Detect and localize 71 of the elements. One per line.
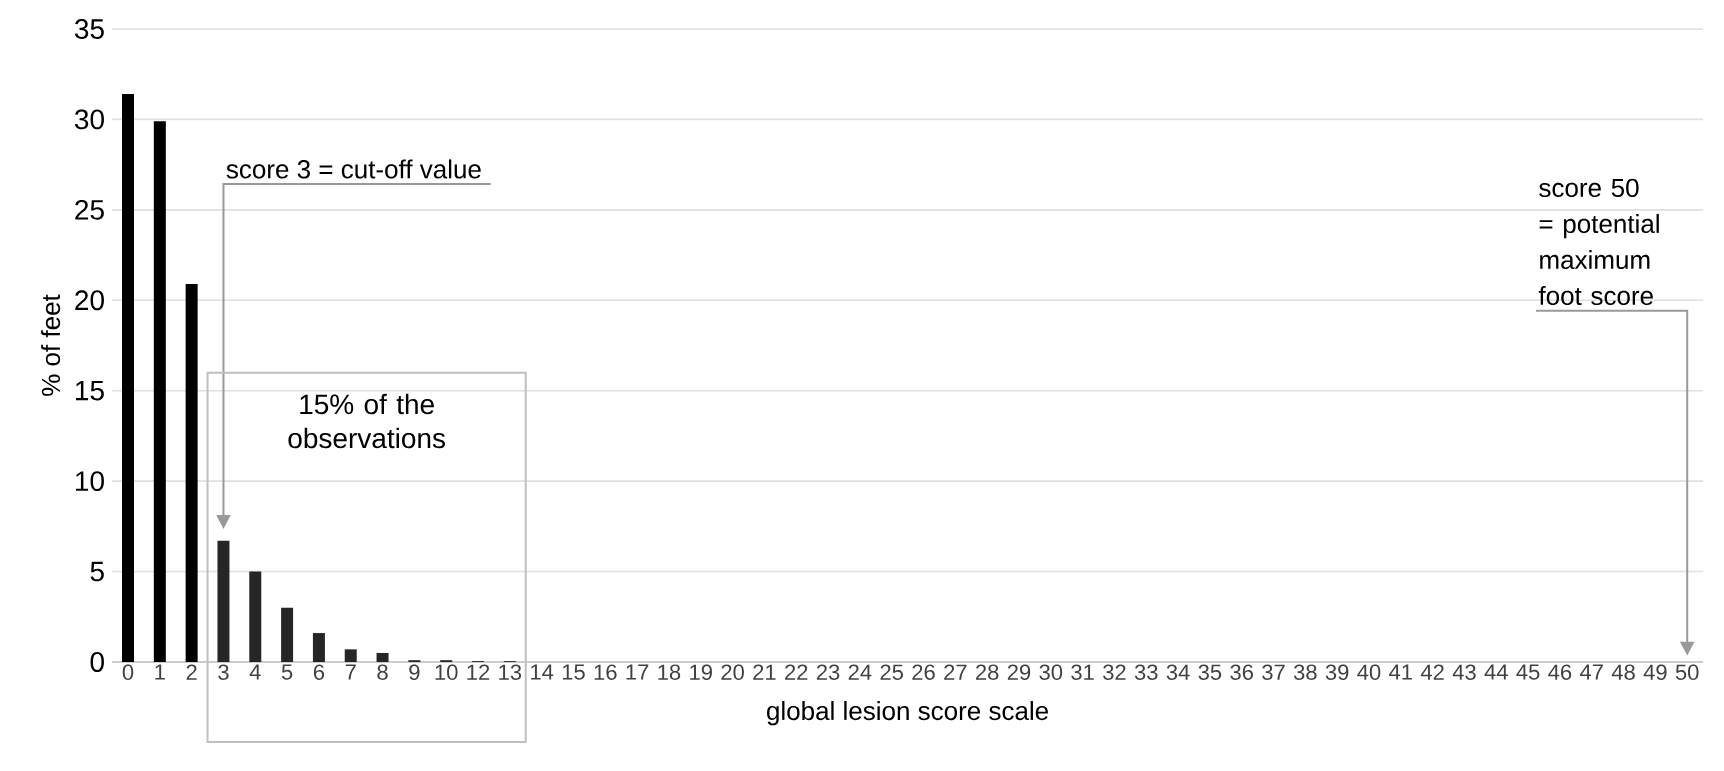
bar (344, 649, 357, 662)
x-tick-label: 44 (1484, 664, 1508, 680)
bar (376, 652, 389, 662)
bar (312, 633, 325, 662)
x-tick-label: 3 (218, 664, 229, 680)
x-tick-label: 22 (785, 664, 808, 680)
x-tick-label: 23 (816, 664, 840, 680)
bar (153, 121, 166, 662)
annotation: score 50 = potential maximum foot score (1538, 178, 1659, 306)
annotation: score 3 = cut-off value (226, 159, 481, 179)
bar (249, 571, 262, 662)
x-tick-label: 26 (912, 664, 935, 680)
x-tick-label: 6 (313, 664, 325, 680)
x-tick-label: 33 (1134, 664, 1158, 680)
x-tick-label: 39 (1325, 664, 1349, 680)
x-tick-label: 24 (848, 664, 872, 680)
x-tick-label: 35 (1198, 664, 1222, 680)
x-tick-label: 8 (377, 664, 388, 680)
bar (122, 94, 134, 662)
x-tick-label: 9 (409, 664, 420, 680)
x-tick-label: 38 (1293, 664, 1317, 680)
x-tick-label: 25 (880, 664, 903, 680)
x-tick-label: 48 (1611, 664, 1635, 680)
x-tick-label: 0 (122, 664, 134, 680)
bar (281, 607, 294, 662)
y-tick-label: 10 (76, 471, 104, 492)
annotation: 15% of the observations (288, 393, 445, 449)
x-tick-label: 50 (1675, 664, 1699, 680)
x-tick-label: 20 (721, 664, 744, 680)
x-tick-label: 34 (1166, 664, 1190, 680)
x-tick-label: 19 (690, 664, 712, 680)
x-tick-label: 40 (1357, 664, 1381, 680)
x-tick-label: 49 (1643, 664, 1667, 680)
x-tick-label: 36 (1230, 664, 1253, 680)
bar (185, 284, 198, 662)
x-tick-label: 7 (345, 664, 356, 680)
x-tick-label: 2 (186, 664, 197, 680)
x-tick-label: 45 (1516, 664, 1540, 680)
y-tick-label: 30 (74, 109, 104, 130)
y-axis-title: % of feet (41, 294, 61, 396)
x-tick-label: 46 (1548, 664, 1572, 680)
x-tick-label: 47 (1579, 664, 1603, 680)
x-tick-label: 17 (626, 664, 649, 680)
x-tick-label: 28 (976, 664, 999, 680)
x-tick-label: 42 (1420, 664, 1444, 680)
x-tick-label: 18 (658, 664, 681, 680)
y-tick-label: 20 (75, 290, 104, 311)
y-tick-label: 5 (90, 561, 104, 582)
x-tick-label: 14 (531, 664, 554, 680)
y-tick-label: 35 (74, 19, 104, 39)
x-tick-label: 30 (1039, 664, 1063, 680)
x-tick-label: 29 (1007, 664, 1031, 680)
x-tick-label: 12 (467, 664, 490, 680)
x-tick-label: 31 (1071, 664, 1094, 680)
x-tick-label: 13 (499, 664, 522, 680)
bar (217, 540, 230, 662)
x-tick-label: 1 (155, 664, 165, 680)
y-tick-label: 25 (75, 199, 104, 220)
x-tick-label: 27 (944, 664, 967, 680)
x-tick-label: 15 (562, 664, 585, 680)
x-tick-label: 4 (249, 664, 261, 680)
x-tick-label: 32 (1103, 664, 1126, 680)
x-tick-label: 10 (435, 664, 458, 680)
x-tick-label: 41 (1389, 664, 1412, 680)
x-tick-label: 16 (594, 664, 617, 680)
x-tick-label: 21 (753, 664, 776, 680)
x-tick-label: 5 (281, 664, 293, 680)
y-tick-label: 15 (76, 380, 104, 401)
x-tick-label: 43 (1452, 664, 1476, 680)
x-axis-title: global lesion score scale (767, 701, 1048, 726)
x-tick-label: 37 (1262, 664, 1285, 680)
